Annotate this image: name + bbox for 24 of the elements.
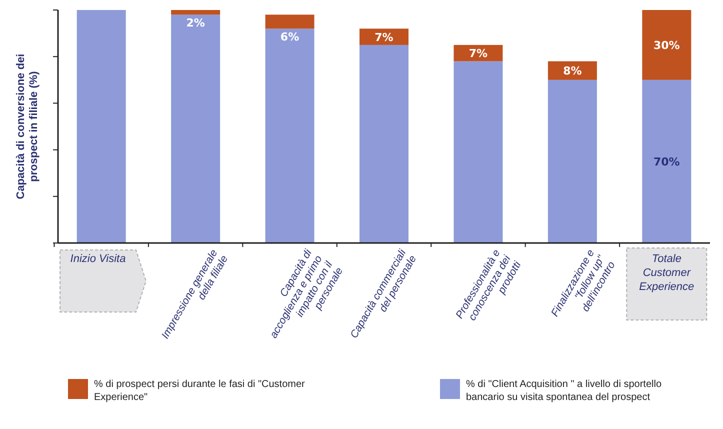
bar: [76, 10, 126, 243]
bar: [265, 28, 314, 243]
bar: [265, 14, 314, 29]
bar: [171, 10, 220, 15]
bar: [454, 61, 503, 243]
x-tick-label: Totale Customer Experience: [639, 253, 694, 293]
data-label: 6%: [280, 30, 300, 44]
data-label: 7%: [374, 30, 394, 44]
data-label: 30%: [653, 38, 680, 52]
legend-label: % di "Client Acquisition " a livello di sportello bancario su visita spontanea del prospect: [466, 379, 662, 403]
legend-label: % di prospect persi durante le fasi di "Customer Experience": [94, 379, 306, 403]
bar: [360, 28, 408, 45]
data-label: 7%: [468, 47, 488, 60]
bar: [548, 80, 597, 243]
bar: [171, 14, 220, 243]
bar: [642, 10, 692, 80]
x-tick-label: Inizio Visita: [70, 253, 126, 265]
bar: [454, 44, 503, 62]
data-label: 70%: [653, 155, 680, 168]
bar: [360, 44, 408, 243]
y-axis-title: Capacità di conversione dei prospect in filiale (%): [15, 54, 40, 200]
data-label: 2%: [186, 16, 205, 30]
data-label: 8%: [563, 64, 582, 78]
bar: [642, 80, 692, 243]
